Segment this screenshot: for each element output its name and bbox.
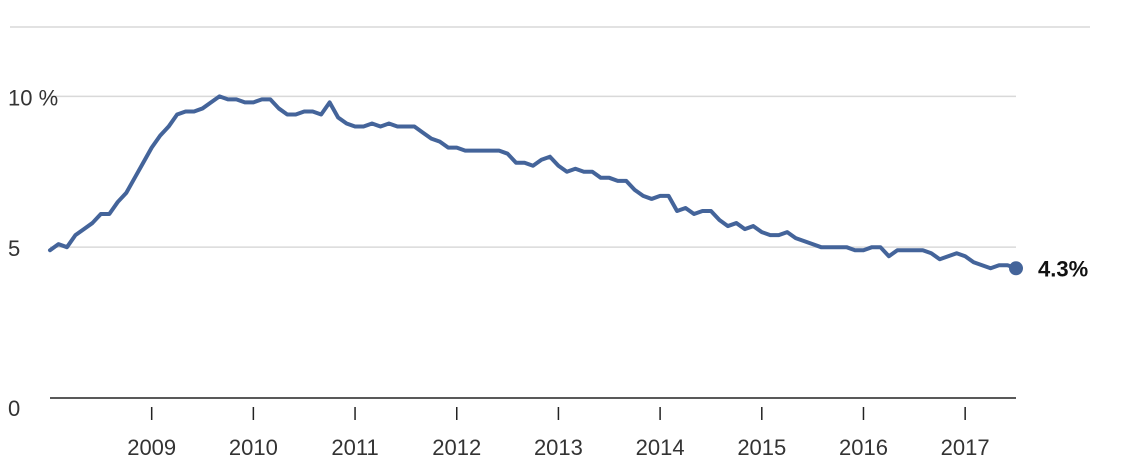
x-tick-label: 2014 [636, 435, 685, 460]
x-tick-label: 2015 [737, 435, 786, 460]
latest-value-marker [1009, 261, 1023, 276]
gridlines [10, 26, 1090, 248]
x-tick-label: 2016 [839, 435, 888, 460]
latest-value-label: 4.3% [1038, 256, 1088, 281]
x-tick-label: 2017 [941, 435, 990, 460]
y-tick-label: 5 [8, 236, 20, 261]
x-tick-label: 2009 [127, 435, 176, 460]
unemployment-rate-line [48, 94, 1018, 271]
x-axis-ticks: 2009 2010 2011 2012 2013 2014 2015 2016 2017 [127, 407, 990, 460]
x-tick-label: 2010 [229, 435, 278, 460]
x-tick-label: 2011 [331, 435, 378, 460]
x-tick-label: 2012 [432, 435, 481, 460]
y-tick-label: 10 % [8, 85, 58, 110]
y-tick-label: 0 [8, 396, 20, 421]
y-axis-ticks: 0 5 10 % [8, 85, 58, 421]
x-tick-label: 2013 [534, 435, 583, 460]
